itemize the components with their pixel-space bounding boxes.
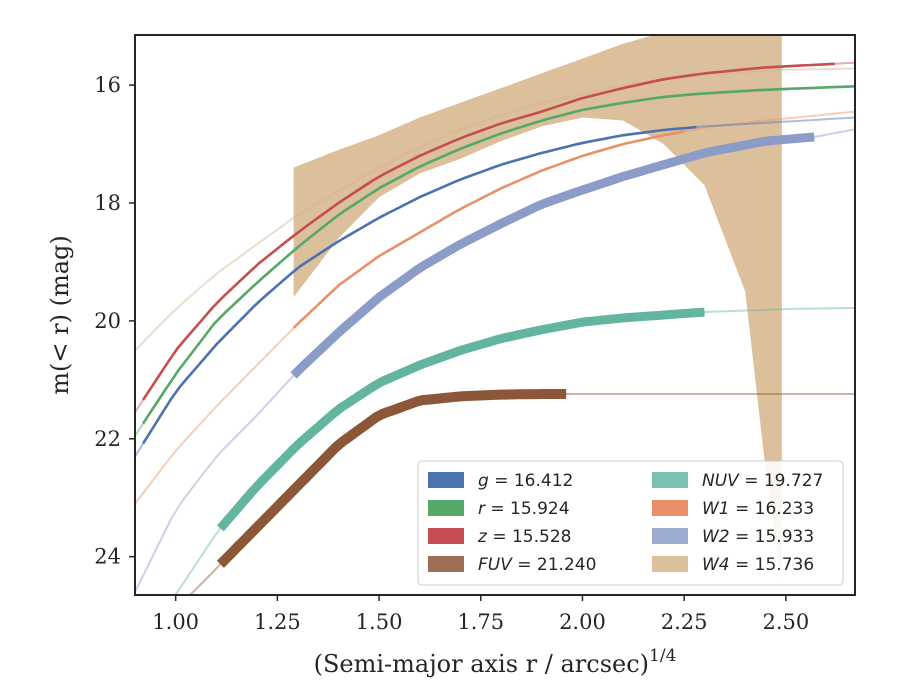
y-axis-label: m(< r) (mag) [46,235,74,394]
legend-swatch-nuv [652,472,688,488]
y-tick-label: 18 [94,191,121,215]
legend-swatch-r [428,500,464,516]
series-r-line [142,85,855,425]
x-tick-label: 1.00 [152,610,199,634]
y-tick-label: 20 [94,309,121,333]
plot-frame [134,34,856,596]
series-w4-model-line [135,67,855,352]
legend-label-r: r = 15.924 [478,499,570,519]
plot-area [135,35,855,595]
x-axis: 1.00 1.25 1.50 1.75 2.00 2.25 2.50 [152,595,809,634]
series-w1-line [292,130,685,329]
x-tick-label: 2.25 [661,610,708,634]
legend-label-w2: W2 = 15.933 [702,527,814,547]
y-tick-label: 24 [94,545,121,569]
legend-label-g: g = 16.412 [478,471,573,491]
series-w4-band [293,35,782,581]
legend-swatch-w2 [652,528,688,544]
legend-label-nuv: NUV = 19.727 [702,471,823,491]
series-g-line [142,125,697,445]
x-axis-label-superscript: 1/4 [649,646,676,666]
legend-label-w4: W4 = 15.736 [702,555,814,575]
legend-label-z: z = 15.528 [477,527,571,547]
legend-swatch-w1 [652,500,688,516]
x-axis-label-text: (Semi-major axis r / arcsec) [314,650,649,678]
x-tick-label: 2.00 [559,610,606,634]
x-axis-label: (Semi-major axis r / arcsec)1/4 [314,646,677,678]
series-z-line [142,62,835,401]
y-tick-label: 22 [94,427,121,451]
legend-label-w1: W1 = 16.233 [702,499,814,519]
legend-swatch-z [428,528,464,544]
series-w2-line [290,132,815,379]
x-tick-label: 1.75 [457,610,504,634]
series-fuv-line [216,389,567,568]
y-axis: 16 18 20 22 24 [94,73,135,569]
legend-label-fuv: FUV = 21.240 [478,555,596,575]
series-nuv-line [216,307,705,532]
legend: g = 16.412 r = 15.924 z = 15.528 FUV = 21.2… [417,460,844,586]
legend-swatch-w4 [652,556,688,572]
x-tick-label: 1.50 [356,610,403,634]
legend-swatch-g [428,472,464,488]
y-tick-label: 16 [94,73,121,97]
legend-swatch-fuv [428,556,464,572]
x-tick-label: 2.50 [762,610,809,634]
x-tick-label: 1.25 [254,610,301,634]
legend-frame [417,460,844,586]
